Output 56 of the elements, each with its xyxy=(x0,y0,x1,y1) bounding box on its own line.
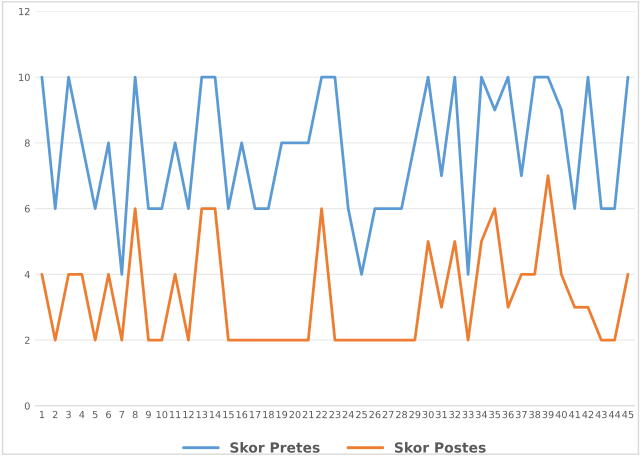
x-tick-label: 16 xyxy=(236,410,248,418)
x-tick-label: 38 xyxy=(529,410,540,418)
y-tick-label: 6 xyxy=(24,205,30,212)
x-tick-label: 5 xyxy=(92,411,98,418)
x-tick-label: 13 xyxy=(196,410,208,418)
x-tick-label: 15 xyxy=(223,411,234,418)
x-tick-label: 18 xyxy=(263,410,274,418)
x-tick-label: 40 xyxy=(556,410,567,418)
x-tick-label: 23 xyxy=(329,410,340,418)
x-tick-label: 44 xyxy=(608,411,620,418)
x-tick-label: 8 xyxy=(132,410,138,418)
x-tick-label: 29 xyxy=(409,410,420,418)
x-tick-label: 36 xyxy=(502,410,514,418)
x-tick-label: 12 xyxy=(183,410,194,418)
x-tick-label: 45 xyxy=(622,411,634,418)
line-series xyxy=(40,76,630,276)
x-tick-label: 14 xyxy=(210,411,221,418)
x-tick-label: 33 xyxy=(462,410,474,418)
y-tick-label: 4 xyxy=(24,270,30,278)
x-tick-label: 37 xyxy=(516,410,527,418)
y-tick-label: 12 xyxy=(19,8,30,16)
x-tick-label: 1 xyxy=(40,411,44,418)
x-tick-label: 10 xyxy=(156,410,168,418)
x-tick-label: 27 xyxy=(382,410,394,418)
x-tick-label: 20 xyxy=(289,410,301,418)
legend-label: Skor Pretes xyxy=(230,442,320,453)
x-tick-label: 30 xyxy=(422,410,434,418)
x-tick-label: 11 xyxy=(170,411,180,418)
x-tick-label: 31 xyxy=(436,410,447,418)
line-series xyxy=(40,174,630,342)
x-tick-label: 35 xyxy=(489,410,500,418)
x-tick-label: 28 xyxy=(396,410,408,418)
x-tick-label: 4 xyxy=(79,411,84,418)
x-tick-label: 24 xyxy=(342,410,354,418)
legend-label: Skor Postes xyxy=(394,442,486,453)
x-tick-label: 39 xyxy=(542,410,554,418)
x-tick-label: 26 xyxy=(369,410,380,418)
x-tick-label: 34 xyxy=(476,410,488,418)
x-tick-label: 22 xyxy=(316,410,327,418)
x-tick-label: 6 xyxy=(106,410,111,418)
x-tick-label: 7 xyxy=(120,411,124,418)
y-tick-label: 10 xyxy=(19,74,30,81)
x-tick-label: 19 xyxy=(276,410,288,418)
x-tick-label: 9 xyxy=(146,410,151,418)
y-tick-label: 0 xyxy=(24,402,30,410)
x-tick-label: 21 xyxy=(302,410,314,418)
x-tick-label: 17 xyxy=(250,411,260,418)
y-tick-label: 8 xyxy=(24,139,30,147)
x-tick-label: 32 xyxy=(449,410,460,418)
x-tick-label: 2 xyxy=(52,410,58,418)
x-tick-label: 42 xyxy=(582,410,594,418)
x-tick-label: 3 xyxy=(66,410,71,418)
x-tick-label: 43 xyxy=(596,410,607,418)
x-tick-label: 41 xyxy=(568,411,580,418)
x-tick-label: 25 xyxy=(356,410,367,418)
y-tick-label: 2 xyxy=(24,336,30,344)
